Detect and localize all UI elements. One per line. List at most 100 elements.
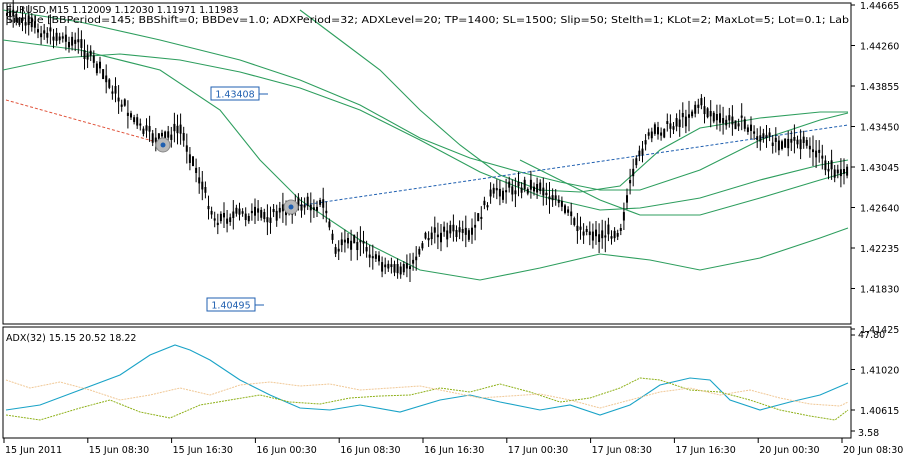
candle-body xyxy=(492,187,495,194)
candle-body xyxy=(436,234,439,238)
candle-body xyxy=(328,221,331,228)
candle-body xyxy=(430,232,433,240)
adx-lines xyxy=(5,344,849,421)
time-tick-label: 15 Jun 2011 xyxy=(5,445,62,456)
candle-body xyxy=(334,247,337,254)
candle-body xyxy=(244,213,247,221)
candle-body xyxy=(641,148,644,155)
trend-line-red[interactable] xyxy=(5,99,161,144)
candle-body xyxy=(64,34,67,42)
candle-body xyxy=(102,69,105,80)
candle-body xyxy=(55,32,58,41)
candle-body xyxy=(610,236,613,239)
candle-body xyxy=(6,12,8,16)
candle-body xyxy=(393,264,396,273)
candle-body xyxy=(455,229,458,238)
candle-body xyxy=(204,187,207,193)
level-label-upper[interactable]: 1.43408 xyxy=(210,86,268,101)
candle-body xyxy=(213,218,216,221)
trend-line-blue[interactable] xyxy=(289,124,849,208)
candle-body xyxy=(170,134,173,140)
candle-body xyxy=(272,209,275,213)
candle-body xyxy=(808,145,811,150)
candle-body xyxy=(9,10,12,17)
candle-body xyxy=(269,217,272,223)
candle-body xyxy=(694,104,697,114)
candle-body xyxy=(560,200,563,207)
candle-body xyxy=(185,145,188,152)
candle-body xyxy=(362,241,365,244)
candle-body xyxy=(529,179,532,190)
candle-body xyxy=(796,139,799,145)
trade-marker-dot xyxy=(288,204,294,210)
candle-body xyxy=(536,183,539,193)
candle-body xyxy=(77,39,80,43)
candle-body xyxy=(167,131,170,138)
candle-body xyxy=(223,212,225,218)
candle-body xyxy=(719,113,721,123)
bollinger-bands xyxy=(2,9,849,281)
candle-body xyxy=(83,50,86,59)
candle-body xyxy=(570,211,573,217)
candle-body xyxy=(68,41,70,48)
candle-body xyxy=(92,55,95,63)
price-axis: 1.44665 1.44260 1.43855 1.43450 1.43045 1.426… xyxy=(851,1,899,417)
time-tick-label: 16 Jun 16:30 xyxy=(424,445,484,456)
candle-body xyxy=(319,200,322,205)
candle-body xyxy=(635,158,638,166)
candle-body xyxy=(368,254,371,258)
candle-body xyxy=(164,131,167,139)
time-axis: 15 Jun 2011 15 Jun 08:30 15 Jun 16:30 16 Ju… xyxy=(3,438,903,456)
candle-body xyxy=(812,149,814,153)
time-tick-label: 16 Jun 08:30 xyxy=(340,445,400,456)
candle-body xyxy=(412,259,415,264)
candle-body xyxy=(226,218,229,224)
candle-body xyxy=(650,131,653,139)
candle-body xyxy=(99,61,101,69)
candle-body xyxy=(433,227,436,233)
candle-body xyxy=(706,108,709,118)
candle-body xyxy=(12,9,15,17)
candle-body xyxy=(526,189,529,194)
candle-body xyxy=(647,132,650,136)
candle-body xyxy=(601,230,604,239)
candle-body xyxy=(52,36,55,41)
candle-body xyxy=(471,227,473,235)
price-panel[interactable] xyxy=(2,2,852,325)
price-tick-label: 1.40615 xyxy=(860,406,899,417)
candle-body xyxy=(157,133,160,143)
bollinger-band-line xyxy=(2,9,849,191)
candle-body xyxy=(545,192,548,196)
candle-body xyxy=(201,181,204,190)
candle-body xyxy=(316,206,318,211)
candle-body xyxy=(514,190,517,195)
adx-panel[interactable] xyxy=(2,326,852,439)
time-tick-label: 17 Jun 00:30 xyxy=(508,445,568,456)
candle-body xyxy=(350,240,353,250)
candle-body xyxy=(557,199,560,203)
candle-body xyxy=(731,116,734,125)
candle-body xyxy=(737,123,740,127)
price-tick-label: 1.42235 xyxy=(860,244,899,255)
chart-title: EURUSD,M15 1.12009 1.12030 1.11971 1.119… xyxy=(6,5,238,16)
candle-body xyxy=(452,224,455,232)
candle-body xyxy=(626,195,628,203)
candle-body xyxy=(257,208,260,213)
candle-body xyxy=(356,242,359,251)
level-label-lower[interactable]: 1.40495 xyxy=(206,297,264,312)
candle-body xyxy=(21,17,24,21)
candle-body xyxy=(657,127,659,135)
candle-body xyxy=(675,118,678,127)
candle-body xyxy=(728,115,731,121)
candle-body xyxy=(27,15,30,26)
candle-body xyxy=(148,126,151,132)
candle-body xyxy=(449,225,452,234)
time-tick-label: 15 Jun 08:30 xyxy=(89,445,149,456)
candle-body xyxy=(312,207,315,210)
candle-body xyxy=(846,166,849,176)
candle-body xyxy=(653,124,656,134)
candle-body xyxy=(604,235,607,238)
candle-body xyxy=(613,230,616,239)
candle-body xyxy=(663,128,666,138)
